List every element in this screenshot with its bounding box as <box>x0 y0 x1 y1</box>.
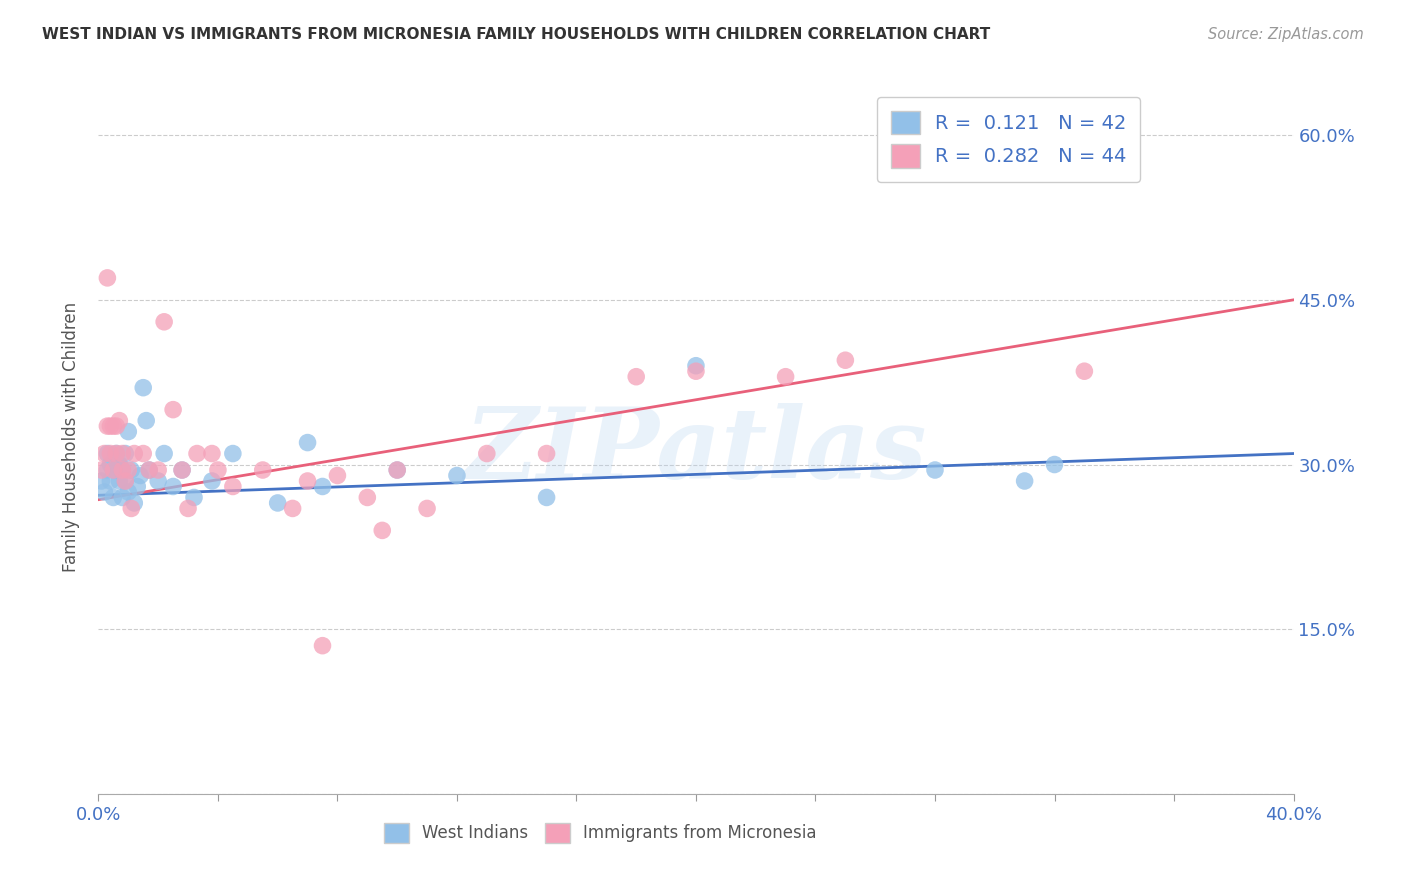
Point <box>222 446 245 460</box>
Text: ZIPatlas: ZIPatlas <box>465 403 927 500</box>
Point <box>114 474 136 488</box>
Legend: West Indians, Immigrants from Micronesia: West Indians, Immigrants from Micronesia <box>377 816 824 850</box>
Point <box>311 639 333 653</box>
Point <box>267 496 290 510</box>
Point <box>201 446 224 460</box>
Point <box>103 419 125 434</box>
Point <box>124 446 146 460</box>
Point <box>626 369 648 384</box>
Point <box>446 468 468 483</box>
Point <box>416 501 439 516</box>
Point <box>297 435 319 450</box>
Point <box>138 463 160 477</box>
Point <box>127 479 149 493</box>
Point <box>371 524 394 538</box>
Point <box>153 315 176 329</box>
Point <box>201 474 224 488</box>
Point <box>153 446 176 460</box>
Point <box>132 381 155 395</box>
Point <box>124 496 146 510</box>
Point <box>356 491 378 505</box>
Point <box>536 446 558 460</box>
Point <box>105 463 128 477</box>
Text: Source: ZipAtlas.com: Source: ZipAtlas.com <box>1208 27 1364 42</box>
Point <box>117 425 139 439</box>
Point <box>111 446 134 460</box>
Point <box>103 463 125 477</box>
Point <box>148 474 170 488</box>
Point <box>98 474 122 488</box>
Point <box>135 414 157 428</box>
Point <box>775 369 797 384</box>
Point <box>96 446 118 460</box>
Point <box>90 463 112 477</box>
Point <box>311 479 333 493</box>
Point <box>98 419 122 434</box>
Point <box>183 491 205 505</box>
Point <box>685 359 707 373</box>
Point <box>162 402 184 417</box>
Point <box>281 501 304 516</box>
Point <box>120 463 142 477</box>
Point <box>685 364 707 378</box>
Point <box>132 446 155 460</box>
Point <box>385 463 409 477</box>
Point <box>172 463 194 477</box>
Point <box>138 463 160 477</box>
Point <box>222 479 245 493</box>
Point <box>103 463 125 477</box>
Point <box>103 491 125 505</box>
Text: WEST INDIAN VS IMMIGRANTS FROM MICRONESIA FAMILY HOUSEHOLDS WITH CHILDREN CORREL: WEST INDIAN VS IMMIGRANTS FROM MICRONESI… <box>42 27 990 42</box>
Point <box>98 458 122 472</box>
Point <box>326 468 349 483</box>
Point <box>96 419 118 434</box>
Point <box>111 463 134 477</box>
Point <box>98 446 122 460</box>
Point <box>105 446 128 460</box>
Point <box>105 446 128 460</box>
Point <box>129 468 152 483</box>
Point <box>93 446 115 460</box>
Point <box>90 474 112 488</box>
Point <box>120 501 142 516</box>
Point <box>385 463 409 477</box>
Point <box>252 463 274 477</box>
Point <box>834 353 856 368</box>
Point <box>114 446 136 460</box>
Point <box>475 446 498 460</box>
Point <box>111 491 134 505</box>
Point <box>186 446 208 460</box>
Point <box>96 271 118 285</box>
Point <box>96 463 118 477</box>
Point <box>924 463 946 477</box>
Point <box>117 463 139 477</box>
Point <box>172 463 194 477</box>
Point <box>536 491 558 505</box>
Point <box>1043 458 1066 472</box>
Point <box>108 414 131 428</box>
Point <box>105 419 128 434</box>
Point <box>117 485 139 500</box>
Point <box>148 463 170 477</box>
Point <box>162 479 184 493</box>
Point <box>207 463 229 477</box>
Point <box>177 501 200 516</box>
Point <box>111 463 134 477</box>
Y-axis label: Family Households with Children: Family Households with Children <box>62 302 80 572</box>
Point <box>297 474 319 488</box>
Point <box>114 474 136 488</box>
Point <box>108 474 131 488</box>
Point <box>93 485 115 500</box>
Point <box>108 458 131 472</box>
Point <box>1073 364 1095 378</box>
Point <box>1014 474 1036 488</box>
